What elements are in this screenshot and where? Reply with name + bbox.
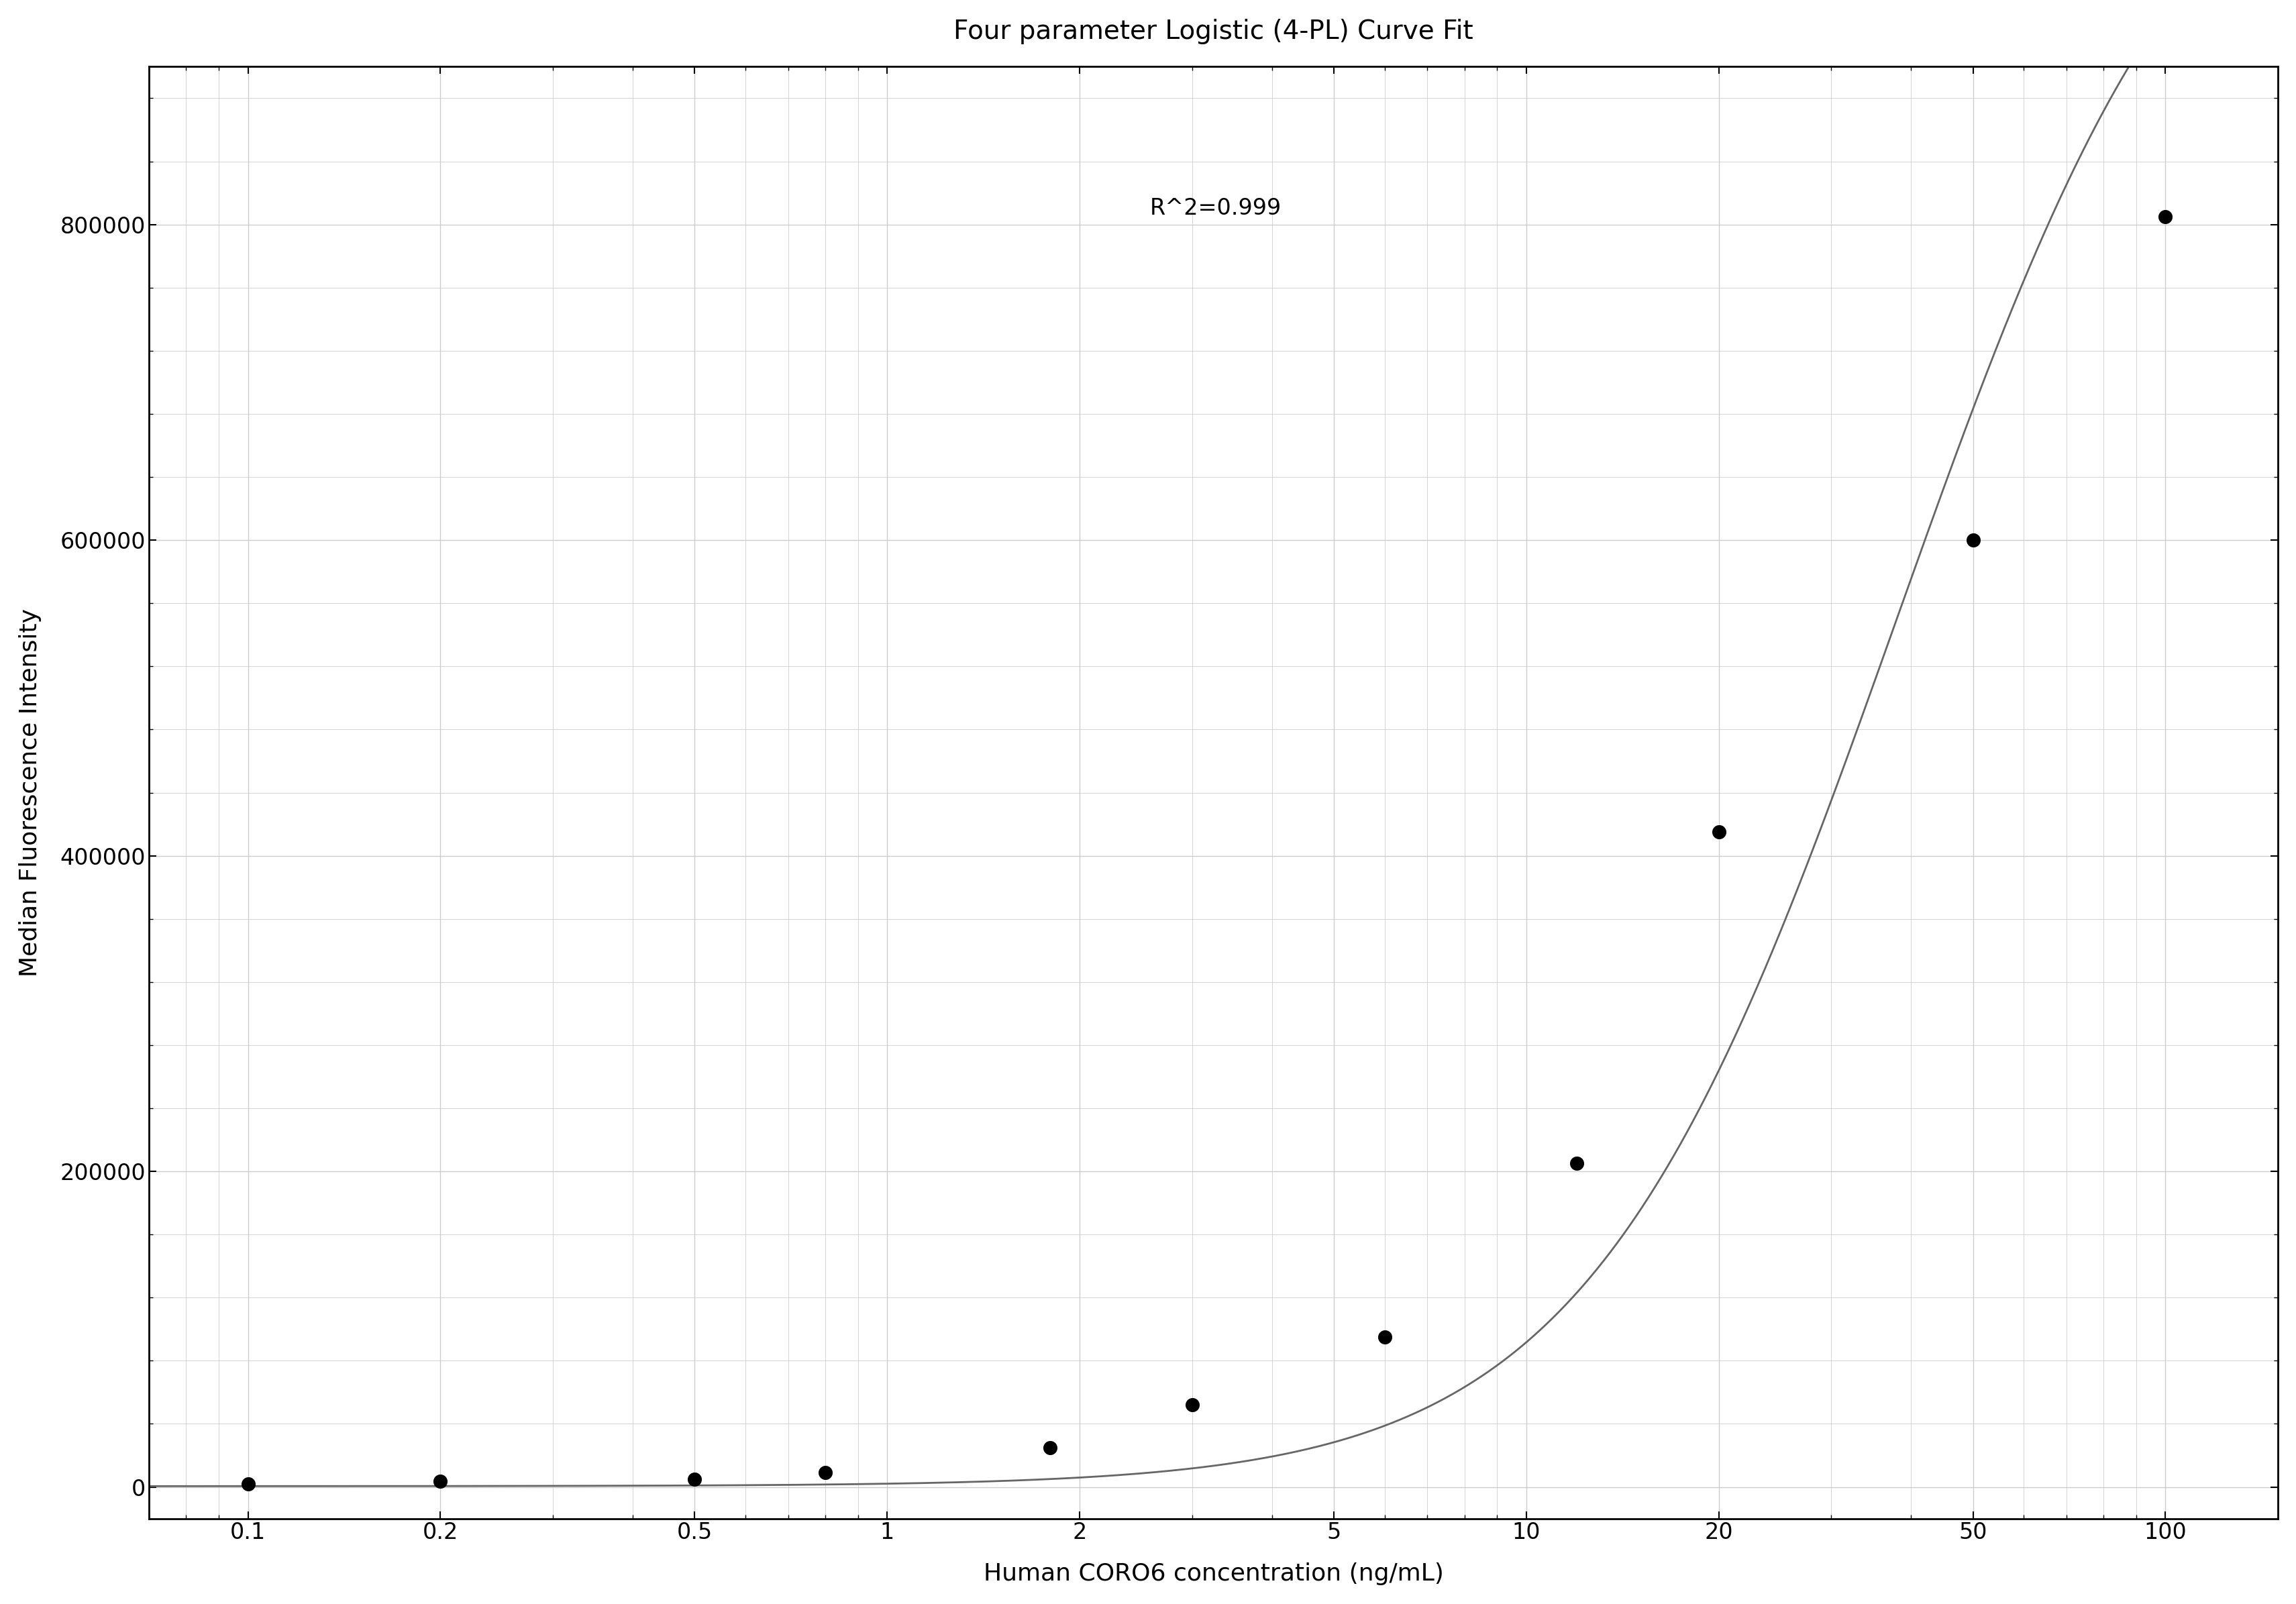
Point bbox=[1954, 528, 1991, 553]
Point bbox=[1366, 1325, 1403, 1351]
Point bbox=[806, 1460, 843, 1485]
Point bbox=[230, 1471, 266, 1497]
Point bbox=[1699, 820, 1736, 845]
Point bbox=[2147, 204, 2183, 229]
Point bbox=[1173, 1392, 1210, 1418]
Point bbox=[1559, 1150, 1596, 1176]
X-axis label: Human CORO6 concentration (ng/mL): Human CORO6 concentration (ng/mL) bbox=[983, 1562, 1444, 1585]
Point bbox=[677, 1466, 714, 1492]
Text: R^2=0.999: R^2=0.999 bbox=[1150, 197, 1281, 220]
Y-axis label: Median Fluorescence Intensity: Median Fluorescence Intensity bbox=[18, 608, 41, 977]
Title: Four parameter Logistic (4-PL) Curve Fit: Four parameter Logistic (4-PL) Curve Fit bbox=[953, 19, 1474, 45]
Point bbox=[422, 1469, 459, 1495]
Point bbox=[1031, 1434, 1068, 1460]
